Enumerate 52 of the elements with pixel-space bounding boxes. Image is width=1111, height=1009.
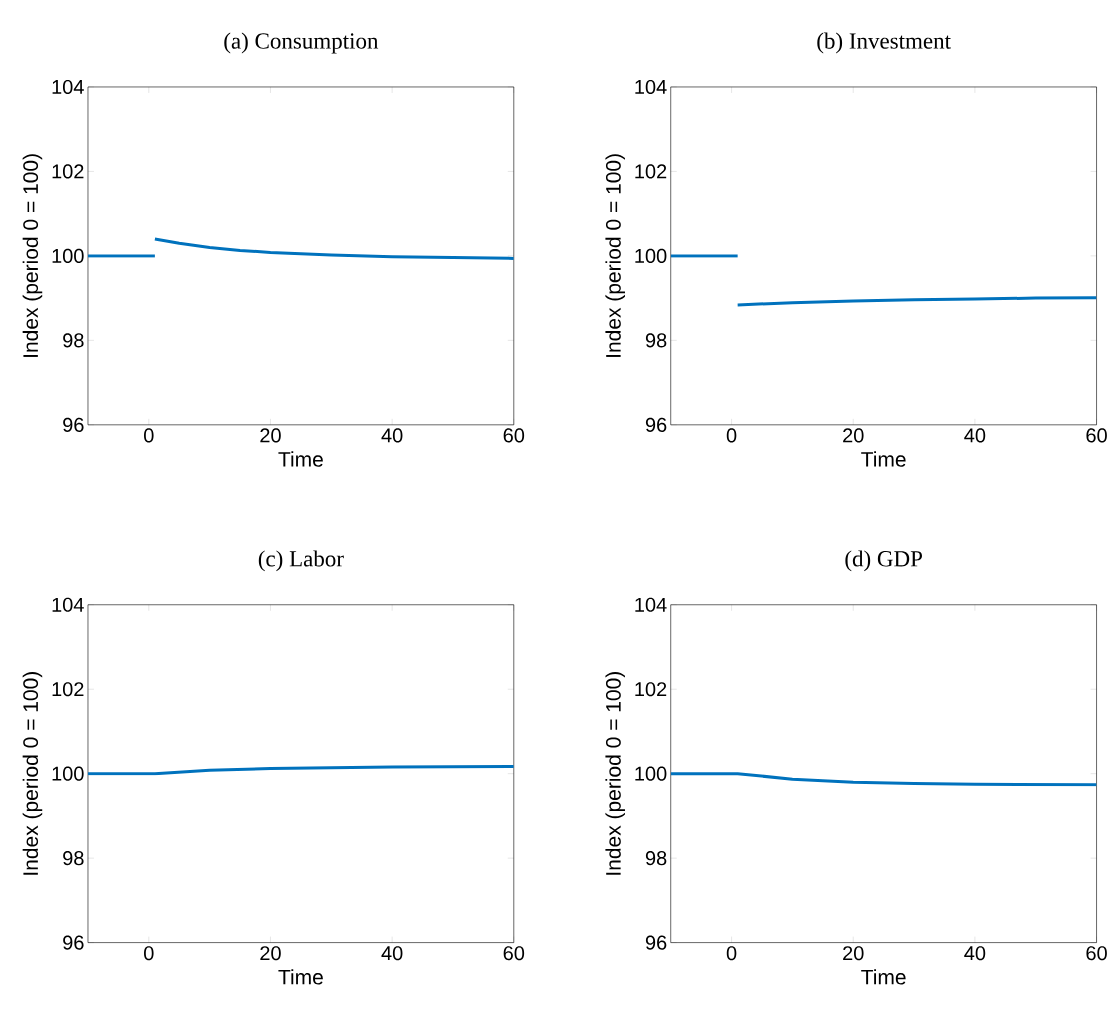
x-tick-label: 40 — [964, 428, 986, 443]
x-axis-title: Time — [861, 451, 906, 467]
x-tick-label: 40 — [964, 946, 986, 961]
x-tick-label: 60 — [503, 946, 525, 961]
chart-title: (a) Consumption — [224, 32, 379, 54]
line-series — [736, 296, 1097, 307]
chart-title: (d) GDP — [845, 550, 922, 572]
y-axis-title: Index (period 0 = 100) — [22, 154, 43, 358]
chart-title: (b) Investment — [817, 32, 951, 54]
y-tick-label: 98 — [63, 333, 84, 348]
x-tick-label: 60 — [503, 428, 525, 443]
y-tick-label: 100 — [52, 249, 84, 264]
y-tick-label: 96 — [63, 935, 84, 950]
y-tick-label: 102 — [635, 682, 667, 697]
y-tick-label: 100 — [52, 766, 84, 781]
x-tick-label: 0 — [726, 428, 737, 443]
x-axis-title: Time — [278, 451, 323, 467]
x-tick-label: 20 — [843, 428, 864, 443]
chart-title: (c) Labor — [258, 550, 344, 572]
y-tick-label: 96 — [63, 417, 84, 433]
x-tick-label: 20 — [843, 946, 864, 961]
y-tick-label: 104 — [52, 597, 84, 613]
x-tick-label: 0 — [144, 428, 154, 443]
y-tick-label: 102 — [635, 164, 667, 179]
line-series — [87, 765, 514, 776]
x-tick-label: 0 — [726, 946, 737, 961]
x-tick-label: 0 — [144, 946, 154, 961]
line-series — [153, 237, 514, 261]
y-tick-label: 100 — [635, 766, 667, 781]
y-axis-title: Index (period 0 = 100) — [605, 154, 625, 358]
y-tick-label: 104 — [52, 80, 84, 95]
y-tick-label: 96 — [645, 935, 667, 950]
x-tick-label: 40 — [381, 428, 403, 443]
line-series — [670, 772, 1097, 787]
y-tick-label: 102 — [52, 164, 84, 179]
y-tick-label: 98 — [63, 851, 84, 866]
y-tick-label: 98 — [645, 333, 667, 348]
x-tick-label: 20 — [260, 946, 281, 961]
x-axis-title: Time — [861, 969, 906, 985]
y-tick-label: 104 — [635, 80, 667, 95]
x-axis-title: Time — [278, 969, 323, 985]
x-tick-label: 60 — [1086, 946, 1107, 961]
y-tick-label: 102 — [52, 682, 84, 697]
y-tick-label: 104 — [635, 597, 667, 613]
y-tick-label: 100 — [635, 249, 667, 264]
y-tick-label: 98 — [645, 851, 667, 866]
y-axis-title: Index (period 0 = 100) — [605, 672, 625, 875]
x-tick-label: 20 — [260, 428, 281, 443]
y-axis-title: Index (period 0 = 100) — [22, 672, 43, 875]
x-tick-label: 60 — [1086, 428, 1107, 443]
y-tick-label: 96 — [645, 417, 667, 433]
x-tick-label: 40 — [381, 946, 403, 961]
